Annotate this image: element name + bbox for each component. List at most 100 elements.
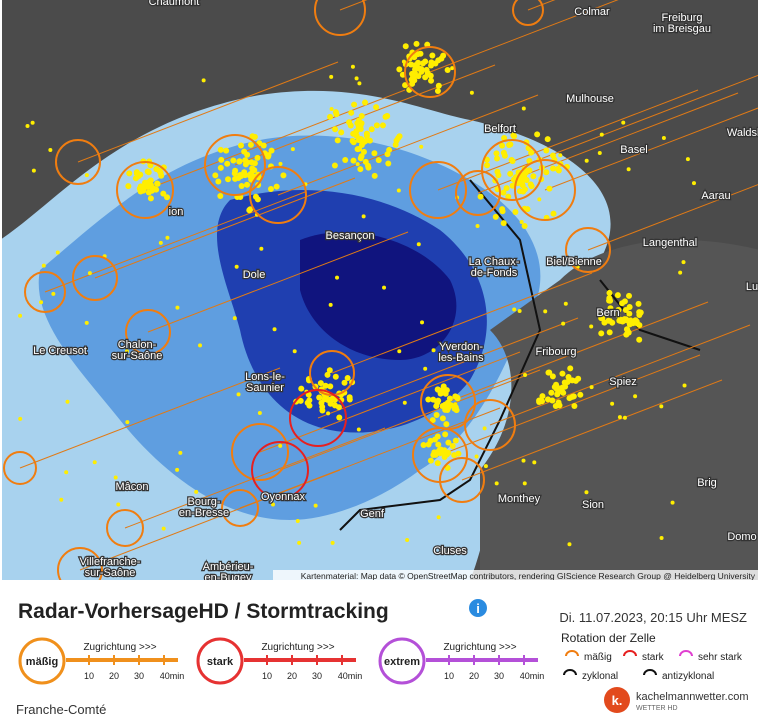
lightning [509, 158, 516, 165]
direction-tick-label: 10 [262, 671, 272, 681]
city-label: Belfort [484, 123, 516, 135]
city-label: Basel [620, 144, 648, 156]
lightning [246, 207, 253, 214]
lightning [566, 395, 573, 402]
lightning [64, 470, 69, 475]
lightning [434, 88, 441, 95]
lightning [505, 193, 512, 200]
lightning [290, 147, 295, 152]
lightning [678, 270, 683, 275]
lightning [257, 410, 262, 415]
lightning [267, 185, 274, 192]
city-label: Oyonnax [261, 491, 306, 503]
storm-cell [204, 134, 266, 196]
lightning [411, 77, 418, 84]
lightning [160, 190, 167, 197]
lightning [543, 147, 550, 154]
city-label: Waldsh [727, 127, 760, 139]
info-icon[interactable] [469, 599, 487, 617]
city-label: Yverdon- [439, 341, 483, 353]
region: Franche-Comté [16, 702, 106, 715]
lightning [330, 540, 335, 545]
track [587, 184, 758, 251]
lightning [629, 320, 636, 327]
lightning [440, 52, 447, 59]
lightning [437, 390, 444, 397]
lightning [322, 382, 329, 389]
city-label: Villefranche- [80, 556, 141, 568]
storm-cell [439, 457, 485, 503]
lightning [225, 176, 232, 183]
lightning [357, 137, 364, 144]
lightning [521, 458, 526, 463]
lightning [164, 194, 171, 201]
lightning [272, 327, 277, 332]
storm-cell [57, 547, 103, 580]
level-name: extrem [384, 656, 420, 668]
lightning [405, 538, 410, 543]
track [77, 61, 339, 163]
lightning [92, 460, 97, 465]
lightning [455, 450, 462, 457]
lightning [432, 436, 439, 443]
track [489, 324, 751, 426]
storm-cell [309, 350, 355, 396]
lightning [428, 62, 435, 69]
lightning [236, 158, 243, 165]
lightning [606, 297, 613, 304]
lightning [357, 122, 364, 129]
lightning [251, 160, 258, 167]
rotation-icon [563, 669, 577, 676]
lightning [371, 150, 378, 157]
lightning [147, 195, 154, 202]
lightning [259, 246, 264, 251]
track [259, 351, 521, 453]
lightning [661, 135, 666, 140]
lightning [382, 113, 389, 120]
track [147, 231, 409, 333]
lightning [413, 40, 420, 47]
swiss-area [480, 240, 758, 580]
city-label: Lu [746, 281, 758, 293]
lightning [231, 170, 238, 177]
lightning [198, 343, 203, 348]
level-name: mäßig [26, 656, 58, 668]
lightning [357, 155, 364, 162]
storm-cell [464, 399, 516, 451]
lightning [626, 167, 631, 172]
lightning [232, 175, 239, 182]
lightning [254, 154, 261, 161]
lightning [385, 160, 392, 167]
lightning [452, 437, 459, 444]
lightning [633, 394, 638, 399]
lightning [218, 156, 225, 163]
city-label: Bourg- [187, 496, 220, 508]
track [94, 177, 356, 279]
lightning [324, 371, 331, 378]
lightning [125, 183, 132, 190]
lightning [126, 170, 133, 177]
lightning [443, 421, 450, 428]
lightning [617, 316, 624, 323]
lightning [617, 415, 622, 420]
lightning [270, 502, 275, 507]
city-label: Freiburg [662, 12, 703, 24]
lightning [430, 396, 437, 403]
direction-tick-label: 30 [312, 671, 322, 681]
lightning [608, 318, 613, 323]
lightning [397, 349, 402, 354]
lightning [361, 214, 366, 219]
lightning [659, 536, 664, 541]
datetime: Di. 11.07.2023, 20:15 Uhr MESZ [559, 610, 747, 625]
lightning [434, 386, 441, 393]
lightning [355, 162, 360, 167]
city-label: Colmar [574, 6, 610, 18]
lightning [316, 394, 323, 401]
lightning [251, 167, 258, 174]
lightning [537, 197, 542, 202]
lightning [334, 137, 341, 144]
city-label: Mâcon [115, 481, 148, 493]
lightning [567, 542, 572, 547]
lightning [550, 152, 557, 159]
lightning [55, 250, 60, 255]
